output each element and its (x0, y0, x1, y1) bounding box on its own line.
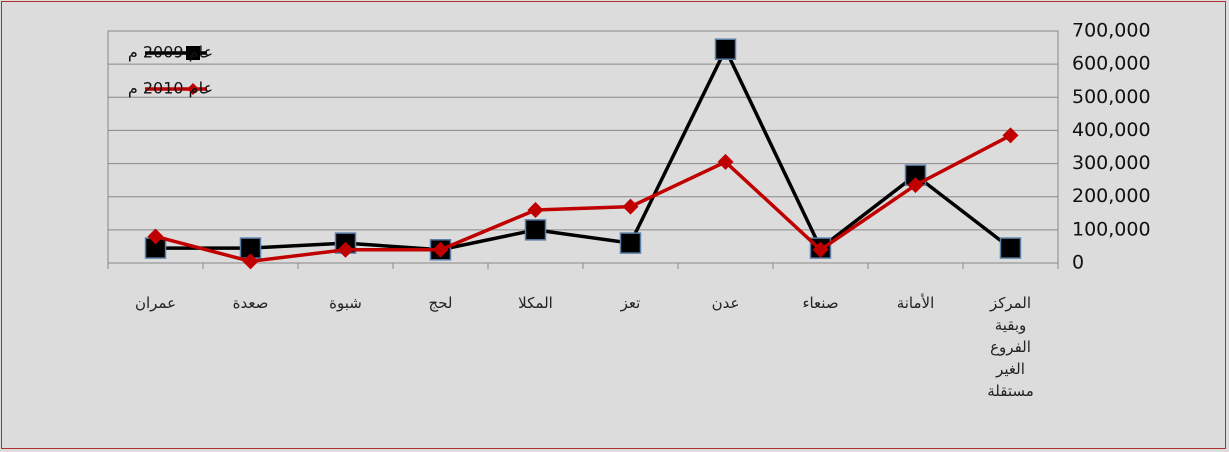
marker (622, 198, 639, 215)
marker (907, 177, 924, 194)
plot-area (107, 30, 1059, 264)
marker (147, 228, 164, 245)
series-line (155, 45, 1012, 252)
x-tick-label: المركز وبقية الفروع الغير مستقلة (987, 294, 1034, 400)
x-tick-label: شبوة (329, 294, 362, 312)
marker (717, 153, 734, 170)
x-tick-label: عدن (711, 294, 740, 312)
legend-marker (186, 46, 200, 60)
marker (524, 219, 547, 241)
marker (527, 201, 544, 218)
marker (812, 241, 829, 258)
y-tick-label: 300,000 (1072, 152, 1151, 174)
marker (432, 241, 449, 258)
x-tick-label: لحج (428, 294, 453, 312)
series-line (155, 133, 1012, 264)
marker (714, 38, 737, 60)
y-tick-label: 600,000 (1072, 53, 1151, 75)
marker (337, 241, 354, 258)
y-tick-label: 200,000 (1072, 185, 1151, 207)
y-tick-label: 500,000 (1072, 86, 1151, 108)
marker (1002, 127, 1019, 144)
y-tick-label: 100,000 (1072, 218, 1151, 240)
x-tick-label: صنعاء (802, 294, 839, 312)
y-tick-label: 700,000 (1072, 20, 1151, 42)
marker (242, 253, 259, 270)
legend-label: عام 2010 م (128, 79, 213, 98)
x-tick-label: المكلا (518, 294, 553, 312)
x-tick-label: عمران (134, 294, 177, 312)
legend-marker (187, 83, 199, 95)
marker (999, 237, 1022, 259)
marker (619, 232, 642, 254)
legend-label: عام 2009 م (128, 43, 213, 62)
x-tick-label: الأمانة (896, 294, 935, 312)
x-tick-label: تعز (620, 294, 641, 312)
y-tick-label: 0 (1072, 252, 1084, 274)
y-tick-label: 400,000 (1072, 119, 1151, 141)
x-tick-label: صعدة (232, 294, 269, 312)
